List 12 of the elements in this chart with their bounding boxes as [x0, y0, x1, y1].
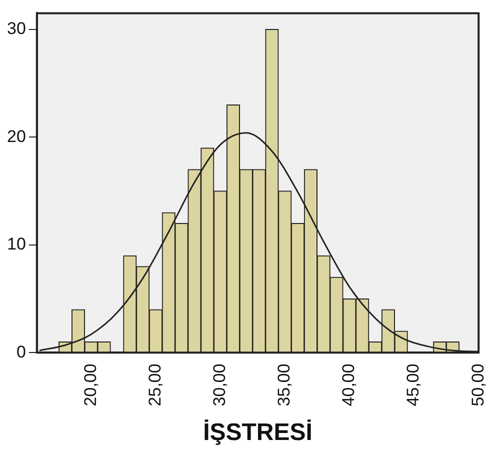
y-tick-label: 0	[16, 342, 26, 362]
x-tick-label: 30,00	[210, 364, 229, 406]
x-tick-label: 45,00	[404, 364, 423, 406]
x-axis-title: İŞSTRESİ	[203, 419, 312, 446]
x-tick-label: 25,00	[145, 364, 164, 406]
x-tick-label: 40,00	[339, 364, 358, 406]
y-tick-label: 10	[6, 234, 26, 254]
y-tick-label: 20	[6, 126, 26, 146]
x-tick-label: 50,00	[468, 364, 488, 406]
x-tick-label: 35,00	[274, 364, 294, 406]
x-tick-label: 20,00	[80, 364, 100, 406]
y-tick-label: 30	[6, 19, 26, 38]
